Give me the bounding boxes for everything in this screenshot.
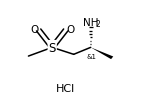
Text: S: S	[48, 41, 56, 54]
Text: 2: 2	[95, 19, 100, 28]
Polygon shape	[91, 48, 113, 60]
Text: HCl: HCl	[56, 84, 75, 93]
Text: NH: NH	[83, 18, 98, 28]
Text: &1: &1	[87, 53, 97, 59]
Text: O: O	[66, 24, 74, 34]
Text: O: O	[30, 24, 38, 34]
